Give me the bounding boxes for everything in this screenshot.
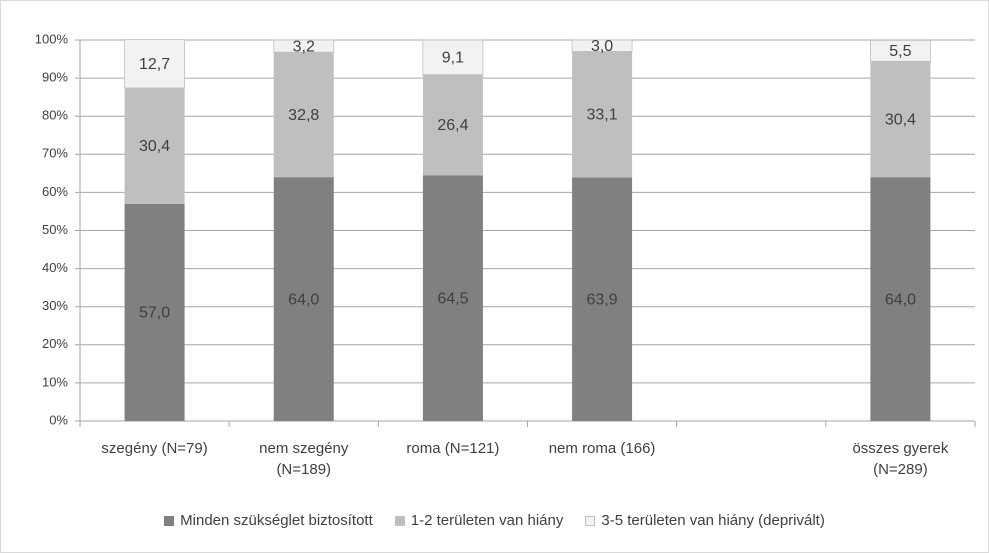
data-label: 30,4 — [885, 111, 916, 128]
bar-segment — [571, 39, 633, 52]
bar-segment — [422, 39, 484, 76]
y-tick-label: 30% — [42, 298, 68, 313]
data-label: 57,0 — [139, 305, 170, 322]
data-label: 64,0 — [288, 291, 319, 308]
x-tick-label: nem roma (166) — [548, 440, 656, 457]
data-label: 64,0 — [885, 291, 916, 308]
y-tick-label: 20% — [42, 336, 68, 351]
legend-swatch — [164, 515, 175, 526]
bar-segment — [422, 74, 483, 176]
data-label: 63,9 — [587, 291, 618, 308]
x-tick-label: összes gyerek (N=289) — [852, 440, 949, 478]
data-label: 32,8 — [288, 107, 319, 124]
bar-segment — [870, 61, 931, 178]
data-label: 26,4 — [437, 117, 468, 134]
data-label: 3,0 — [591, 38, 613, 55]
legend-label: Minden szükséglet biztosított — [180, 512, 373, 529]
bar-segment — [422, 175, 483, 421]
x-tick-label: nem szegény (N=189) — [259, 440, 349, 478]
data-label: 64,5 — [437, 290, 468, 307]
data-label: 3,2 — [293, 38, 315, 55]
legend-swatch — [394, 515, 405, 526]
y-tick-label: 70% — [42, 146, 68, 161]
legend-item: Minden szükséglet biztosított — [164, 512, 373, 529]
y-tick-label: 40% — [42, 260, 68, 275]
y-tick-label: 10% — [42, 374, 68, 389]
legend-label: 3-5 területen van hiány (deprivált) — [601, 512, 825, 529]
bar-segment — [273, 177, 334, 421]
legend-item: 3-5 területen van hiány (deprivált) — [585, 512, 825, 529]
legend-label: 1-2 területen van hiány — [410, 512, 564, 529]
y-tick-label: 50% — [42, 222, 68, 237]
bar-segment — [124, 39, 185, 89]
y-tick-label: 100% — [35, 31, 69, 46]
legend-item: 1-2 területen van hiány — [394, 512, 564, 529]
bar-segment — [870, 177, 931, 421]
data-label: 12,7 — [139, 56, 170, 73]
y-tick-label: 0% — [49, 412, 68, 427]
bar-segment — [572, 177, 633, 421]
data-label: 33,1 — [587, 107, 618, 124]
bar-segment — [273, 52, 334, 178]
legend-swatch — [585, 515, 596, 526]
y-tick-label: 90% — [42, 70, 68, 85]
bar-segment — [273, 39, 335, 53]
data-label: 5,5 — [889, 43, 911, 60]
legend: Minden szükséglet biztosított 1-2 terület… — [0, 512, 989, 529]
y-tick-label: 60% — [42, 184, 68, 199]
x-tick-label: roma (N=121) — [406, 440, 500, 457]
bar-segment — [870, 39, 931, 62]
data-label: 30,4 — [139, 138, 170, 155]
data-label: 9,1 — [442, 50, 464, 67]
x-tick-label: szegény (N=79) — [101, 440, 208, 457]
bar-segment — [124, 203, 185, 421]
bar-segment — [572, 51, 633, 178]
bar-segment — [124, 88, 185, 204]
y-tick-label: 80% — [42, 108, 68, 123]
